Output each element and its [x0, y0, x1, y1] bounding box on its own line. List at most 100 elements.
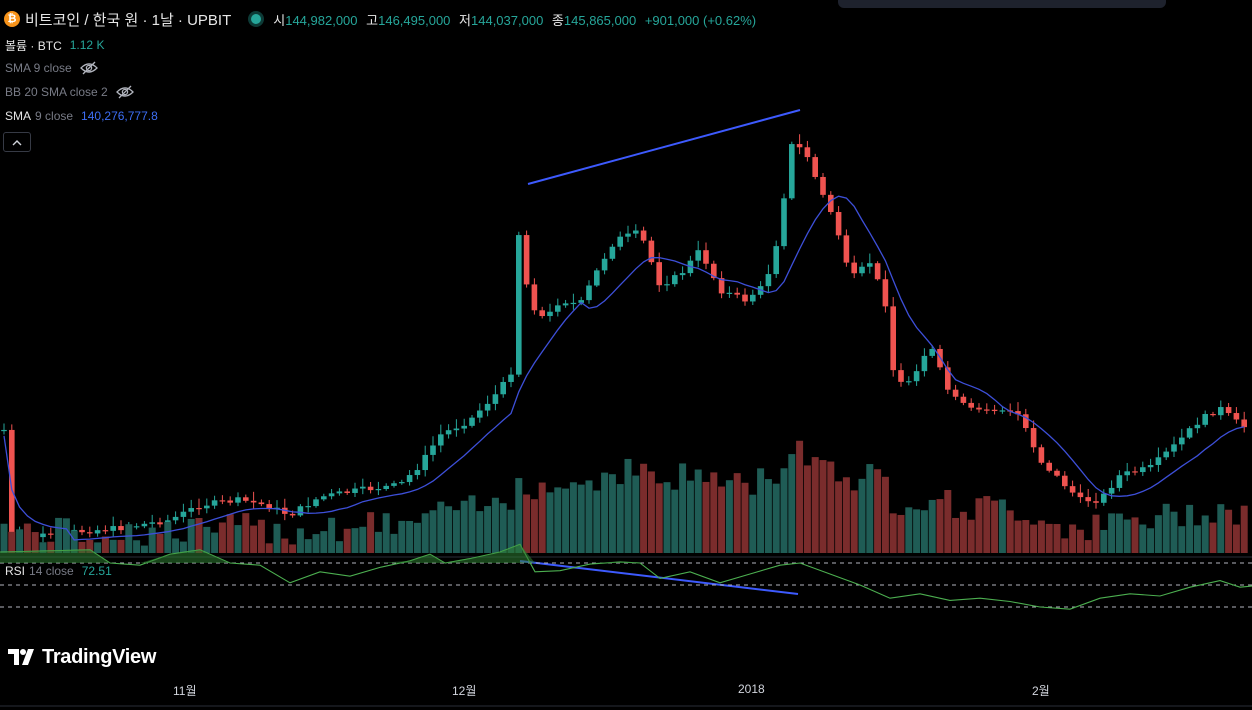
candle-body: [773, 246, 779, 275]
volume-bar: [1217, 504, 1225, 553]
volume-bar: [226, 514, 234, 553]
bb-hidden-legend[interactable]: BB 20 SMA close 2: [5, 83, 134, 101]
symbol-title[interactable]: 비트코인 / 한국 원 · 1날 · UPBIT: [25, 11, 232, 29]
candle-body: [789, 144, 795, 199]
candle-body: [110, 526, 116, 531]
volume-bar: [718, 486, 726, 553]
volume-bar: [218, 522, 226, 553]
volume-bar: [125, 524, 133, 553]
candle-body: [609, 246, 616, 259]
candle-body: [243, 497, 249, 501]
volume-bar: [94, 542, 102, 553]
volume-bar: [1193, 525, 1201, 553]
volume-bar: [1092, 514, 1100, 553]
volume-bar: [1006, 510, 1014, 553]
open-value: 144,982,000: [285, 12, 358, 28]
volume-bar: [265, 543, 273, 553]
volume-bar: [0, 523, 8, 553]
candle-body: [1171, 444, 1177, 452]
volume-bar: [546, 492, 554, 553]
candle-body: [172, 516, 179, 521]
candle-body: [492, 394, 499, 404]
eye-slash-icon[interactable]: [79, 61, 98, 75]
candle-body: [1069, 486, 1076, 493]
volume-bar: [733, 473, 741, 553]
market-status-dot: [251, 14, 262, 24]
candle-body: [461, 425, 467, 429]
volume-bar: [725, 480, 733, 553]
candle-body: [188, 508, 194, 512]
volume-bar: [640, 463, 648, 553]
candle-body: [196, 508, 202, 510]
volume-bar: [975, 498, 983, 553]
candle-body: [711, 263, 717, 279]
candle-body: [321, 496, 327, 500]
tradingview-logo[interactable]: TradingView: [8, 644, 156, 670]
volume-bar: [398, 520, 406, 553]
volume-bar: [437, 501, 445, 553]
volume-bar: [289, 544, 297, 553]
candle-body: [344, 491, 350, 493]
sma-legend[interactable]: SMA 9 close 140,276,777.8: [5, 107, 158, 125]
rsi-label: RSI: [5, 564, 26, 578]
volume-bar: [741, 482, 749, 553]
close-label: 종: [551, 12, 564, 28]
volume-bar: [203, 526, 211, 553]
volume-bar: [312, 534, 320, 553]
candle-body: [1085, 497, 1091, 502]
volume-bar: [382, 513, 390, 553]
volume-bar: [148, 527, 156, 553]
sma-hidden-legend[interactable]: SMA 9 close: [5, 59, 98, 77]
candle-body: [1179, 437, 1185, 445]
volume-bar: [647, 471, 655, 553]
candle-body: [1155, 457, 1162, 465]
volume-legend[interactable]: 볼륨 · BTC 1.12 K: [5, 36, 104, 54]
candle-body: [204, 505, 210, 509]
volume-bar: [998, 499, 1006, 553]
volume-bar: [1053, 524, 1061, 553]
candle-body: [1108, 487, 1115, 494]
candle-body: [336, 491, 343, 494]
candle-body: [1147, 464, 1154, 468]
volume-bar: [1069, 524, 1077, 553]
candle-body: [500, 381, 506, 395]
candle-body: [1140, 467, 1146, 473]
volume-bar: [632, 475, 640, 553]
candle-body: [1132, 471, 1138, 473]
rsi-legend[interactable]: RSI 14 close 72.51: [5, 562, 112, 580]
volume-bar: [133, 540, 141, 553]
volume-bar: [187, 518, 195, 553]
volume-bar: [663, 482, 671, 553]
candle-body: [952, 389, 959, 397]
candle-body: [508, 374, 514, 382]
candle-body: [781, 198, 787, 247]
volume-bar: [515, 478, 523, 553]
volume-bar: [686, 480, 694, 553]
x-axis-label: 12월: [452, 684, 477, 698]
candle-body: [235, 497, 241, 503]
volume-bar: [554, 487, 562, 553]
low-label: 저: [459, 12, 471, 28]
volume-bar: [281, 538, 289, 553]
bb-hidden-label: BB 20 SMA close 2: [5, 85, 108, 99]
candle-body: [250, 500, 257, 503]
candle-body: [703, 250, 709, 264]
volume-bar: [8, 531, 16, 553]
volume-bar: [952, 517, 960, 553]
candle-body: [1, 429, 7, 432]
candle-body: [211, 500, 218, 506]
volume-bar: [507, 509, 515, 553]
volume-bar: [452, 510, 460, 553]
collapse-legend-button[interactable]: [3, 132, 31, 152]
candle-body: [648, 240, 655, 263]
candle-body: [859, 266, 865, 274]
volume-bar: [936, 499, 944, 553]
candle-body: [578, 300, 584, 303]
volume-bar: [827, 461, 835, 553]
volume-bar: [1232, 524, 1240, 553]
volume-bar: [484, 506, 492, 553]
eye-slash-icon[interactable]: [115, 85, 134, 99]
candle-body: [118, 526, 124, 531]
rsi-params: 14 close: [29, 564, 74, 578]
